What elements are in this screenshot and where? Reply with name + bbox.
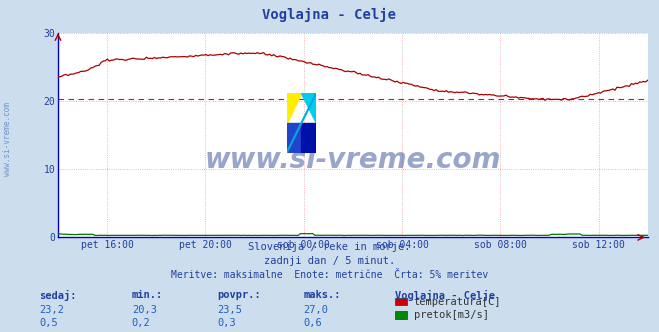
Text: povpr.:: povpr.:	[217, 290, 261, 299]
Polygon shape	[287, 93, 302, 123]
Text: 0,6: 0,6	[303, 318, 322, 328]
Polygon shape	[302, 93, 316, 123]
Text: sedaj:: sedaj:	[40, 290, 77, 300]
Text: www.si-vreme.com: www.si-vreme.com	[3, 103, 13, 176]
Text: Voglajna - Celje: Voglajna - Celje	[395, 290, 496, 300]
Polygon shape	[287, 123, 302, 153]
Text: 0,3: 0,3	[217, 318, 236, 328]
Text: 20,3: 20,3	[132, 305, 157, 315]
Text: min.:: min.:	[132, 290, 163, 299]
Text: Slovenija / reke in morje.: Slovenija / reke in morje.	[248, 242, 411, 252]
Text: temperatura[C]: temperatura[C]	[414, 297, 501, 307]
Text: www.si-vreme.com: www.si-vreme.com	[205, 146, 501, 174]
Text: maks.:: maks.:	[303, 290, 341, 299]
Text: 23,2: 23,2	[40, 305, 65, 315]
Text: 27,0: 27,0	[303, 305, 328, 315]
Text: Meritve: maksimalne  Enote: metrične  Črta: 5% meritev: Meritve: maksimalne Enote: metrične Črta…	[171, 270, 488, 280]
Text: zadnji dan / 5 minut.: zadnji dan / 5 minut.	[264, 256, 395, 266]
Text: Voglajna - Celje: Voglajna - Celje	[262, 8, 397, 23]
Text: 0,2: 0,2	[132, 318, 150, 328]
Polygon shape	[302, 123, 316, 153]
Text: 0,5: 0,5	[40, 318, 58, 328]
Text: pretok[m3/s]: pretok[m3/s]	[414, 310, 489, 320]
Text: 23,5: 23,5	[217, 305, 243, 315]
